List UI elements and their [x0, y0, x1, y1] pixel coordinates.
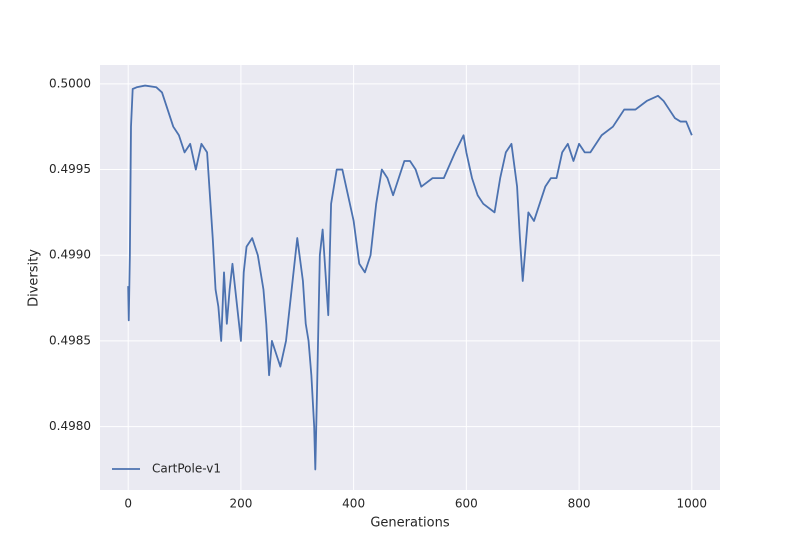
- y-tick-label: 0.4980: [49, 419, 91, 433]
- y-tick-label: 0.4985: [49, 333, 91, 347]
- y-tick-label: 0.5000: [49, 76, 91, 90]
- y-axis-label: Diversity: [27, 249, 42, 307]
- y-tick-label: 0.4995: [49, 162, 91, 176]
- y-tick-label: 0.4990: [49, 248, 91, 262]
- data-line: [127, 84, 693, 471]
- x-tick-label: 800: [568, 497, 591, 511]
- plot-area: [100, 65, 720, 490]
- x-tick-label: 600: [455, 497, 478, 511]
- legend-label: CartPole-v1: [152, 462, 221, 476]
- x-tick-label: 1000: [677, 497, 708, 511]
- x-tick-label: 0: [124, 497, 132, 511]
- x-axis-label: Generations: [370, 516, 450, 531]
- x-tick-label: 400: [342, 497, 365, 511]
- x-tick-label: 200: [229, 497, 252, 511]
